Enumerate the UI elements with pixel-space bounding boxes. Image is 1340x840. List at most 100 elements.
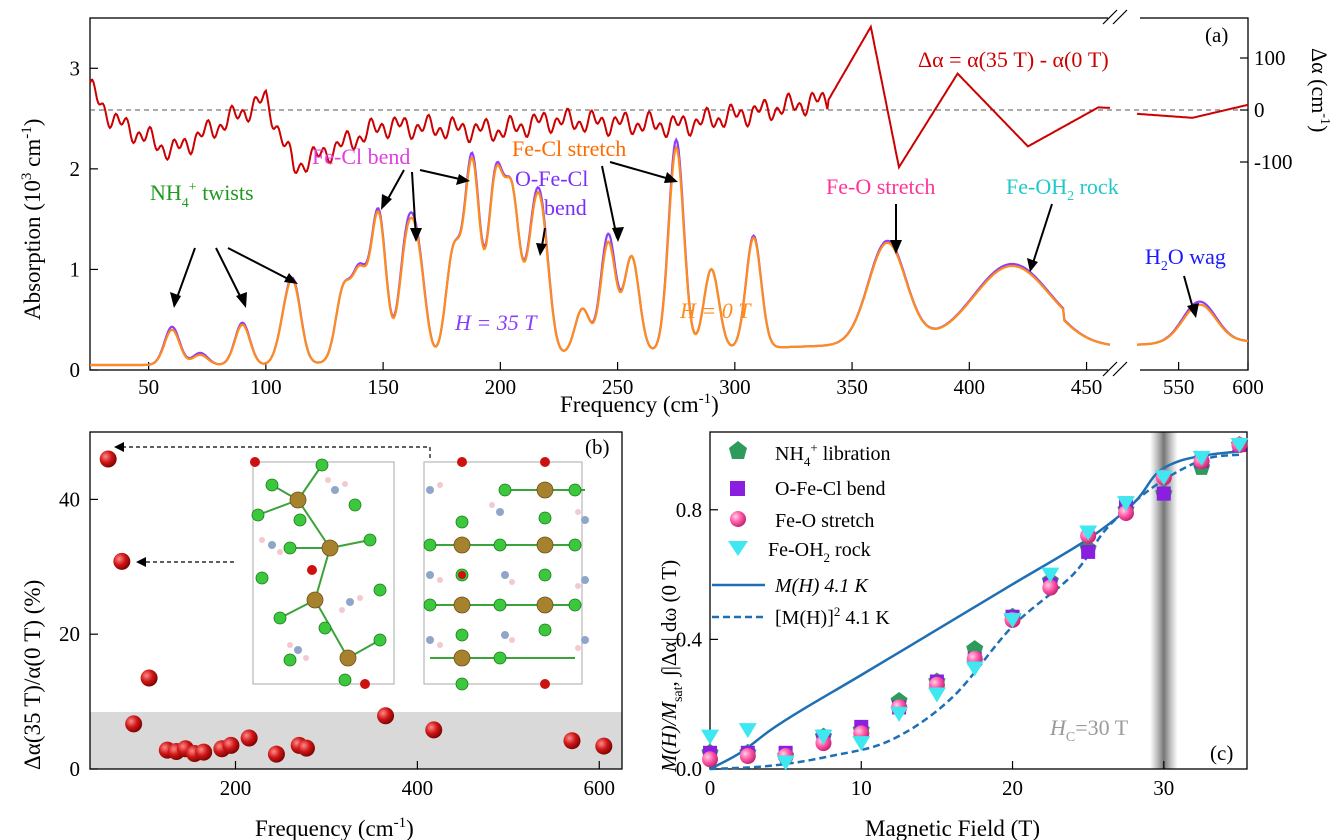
panel-c-point-triangle <box>1154 470 1173 486</box>
panel-c-legend: NH4+ libration O-Fe-Cl bend Fe-O stretch… <box>712 440 891 629</box>
panel-a-ylabel-right: Δα (cm-1) <box>1307 48 1332 132</box>
panel-c-point-circle <box>739 748 756 765</box>
panel-c-ytick-label: 0.8 <box>676 498 702 522</box>
annotation-bend: bend <box>544 195 587 220</box>
panel-b-points <box>99 450 613 763</box>
absorption-trace-35t <box>90 137 1111 367</box>
panel-c-xlabel: Magnetic Field (T) <box>865 816 1040 840</box>
panel-a-xtick-label: 450 <box>1071 375 1103 399</box>
panel-b-point <box>113 552 131 570</box>
panel-a-ytick-label: 3 <box>70 56 81 80</box>
panel-a: 50 100 150 200 250 300 350 400 450 550 600 0 1 2 3 100 0… <box>19 9 1332 417</box>
panel-b-point <box>297 739 315 757</box>
panel-c-point-triangle <box>852 736 871 752</box>
panel-b-point <box>425 721 443 739</box>
panel-c: 0 10 20 30 0.0 0.4 0.8 (c) HC=30 T Magnetic Fi… <box>657 431 1249 840</box>
annotation-fe-o-stretch: Fe-O stretch <box>826 174 935 199</box>
delta-alpha-label: Δα = α(35 T) - α(0 T) <box>918 47 1109 72</box>
panel-c-xtick-label: 20 <box>1002 776 1023 800</box>
panel-a-right-ytick-label: -100 <box>1254 150 1293 174</box>
annotation-h0: H = 0 T <box>679 298 752 323</box>
panel-b-point <box>377 707 395 725</box>
delta-alpha-trace-segment2 <box>1136 103 1249 119</box>
panel-b-frame <box>89 431 623 770</box>
annotation-o-fe-cl: O-Fe-Cl <box>515 166 588 191</box>
crystal-structure-right <box>423 457 589 691</box>
panel-c-point-triangle <box>965 661 984 677</box>
annotation-h35: H = 35 T <box>454 310 538 335</box>
panel-c-point-square <box>1081 544 1096 559</box>
panel-a-ytick-label: 2 <box>70 157 81 181</box>
legend-marker-square <box>730 481 745 496</box>
panel-c-ticks: 0 10 20 30 0.0 0.4 0.8 <box>676 498 1175 800</box>
annotation-arrowheads <box>170 172 1199 318</box>
panel-b-point <box>240 729 258 747</box>
panel-a-ytick-label: 1 <box>70 257 81 281</box>
panel-a-xtick-label: 400 <box>954 375 986 399</box>
legend-label-fe-o-stretch: Fe-O stretch <box>775 510 874 532</box>
panel-a-ticks: 50 100 150 200 250 300 350 400 450 550 600 0 1 2 3 100 0… <box>70 46 1293 399</box>
panel-a-frame-right <box>1136 17 1249 371</box>
panel-c-xtick-label: 30 <box>1153 776 1174 800</box>
absorption-trace-0t <box>90 145 1111 367</box>
panel-a-xtick-label: 200 <box>485 375 517 399</box>
panel-c-point-triangle <box>1192 450 1211 466</box>
annotation-h2o-wag: H2O wag <box>1145 244 1226 274</box>
panel-a-ytick-label: 0 <box>70 358 81 382</box>
panel-c-frame <box>709 431 1248 770</box>
panel-b-ytick-label: 0 <box>70 757 81 781</box>
panel-c-point-triangle <box>1041 567 1060 583</box>
panel-a-xtick-label: 150 <box>367 375 399 399</box>
panel-c-ylabel: M(H)/Msat, ∫|Δα| dω (0 T) <box>657 560 686 773</box>
panel-b-point <box>125 715 143 733</box>
panel-c-points <box>701 436 1249 771</box>
legend-marker-triangle <box>728 541 748 556</box>
panel-c-point-triangle <box>927 687 946 703</box>
legend-marker-circle <box>730 511 746 527</box>
panel-b-ticks: 200 400 600 0 20 40 <box>59 487 615 800</box>
panel-c-point-circle <box>1042 579 1059 596</box>
panel-a-ylabel-left: Absorption (103 cm-1) <box>19 119 45 320</box>
axis-break-marks <box>1102 9 1128 377</box>
panel-c-point-circle <box>1117 505 1134 522</box>
panel-b-point <box>99 450 117 468</box>
panel-c-point-circle <box>702 751 718 768</box>
mh-squared-curve <box>709 453 1240 771</box>
panel-a-xlabel: Frequency (cm-1) <box>560 391 719 417</box>
dashed-pointer-arrows <box>122 446 431 563</box>
axis-break-gap <box>1108 14 1140 374</box>
panel-a-xtick-label: 600 <box>1232 375 1264 399</box>
legend-label-o-fe-cl-bend: O-Fe-Cl bend <box>775 478 886 500</box>
panel-a-xtick-label: 250 <box>602 375 634 399</box>
panel-a-xtick-label: 550 <box>1163 375 1195 399</box>
panel-b-point <box>267 745 285 763</box>
panel-c-curves <box>709 450 1240 771</box>
panel-a-xtick-label: 300 <box>719 375 751 399</box>
panel-a-right-ytick-label: 100 <box>1254 46 1286 70</box>
delta-alpha-trace <box>89 23 1111 175</box>
hc-label: HC=30 T <box>1049 715 1129 745</box>
panel-b-point <box>563 732 581 750</box>
annotation-nh4-twists: NH4+ twists <box>150 180 254 211</box>
legend-label-nh4-libration: NH4+ libration <box>775 440 891 469</box>
annotation-fe-cl-stretch: Fe-Cl stretch <box>512 136 626 161</box>
annotation-fe-oh2-rock: Fe-OH2 rock <box>1006 174 1119 204</box>
panel-b-xtick-label: 600 <box>584 776 616 800</box>
panel-c-point-triangle <box>701 729 719 745</box>
panel-b: 200 400 600 0 20 40 (b) Frequency (cm-1) Δα(3… <box>20 431 623 840</box>
panel-a-label: (a) <box>1205 23 1228 47</box>
panel-c-point-triangle <box>776 755 795 771</box>
panel-a-xtick-label: 50 <box>138 375 159 399</box>
panel-b-xtick-label: 200 <box>220 776 252 800</box>
panel-b-label: (b) <box>585 435 610 459</box>
panel-b-xtick-label: 400 <box>402 776 434 800</box>
legend-marker-pentagon <box>729 441 747 459</box>
annotation-fe-cl-bend: Fe-Cl bend <box>312 144 410 169</box>
panel-c-point-triangle <box>1079 525 1098 541</box>
panel-a-xtick-label: 350 <box>836 375 868 399</box>
panel-b-xlabel: Frequency (cm-1) <box>255 815 414 840</box>
panel-c-point-triangle <box>1003 612 1022 628</box>
crystal-structure-left <box>250 457 395 689</box>
panel-c-xtick-label: 10 <box>851 776 872 800</box>
